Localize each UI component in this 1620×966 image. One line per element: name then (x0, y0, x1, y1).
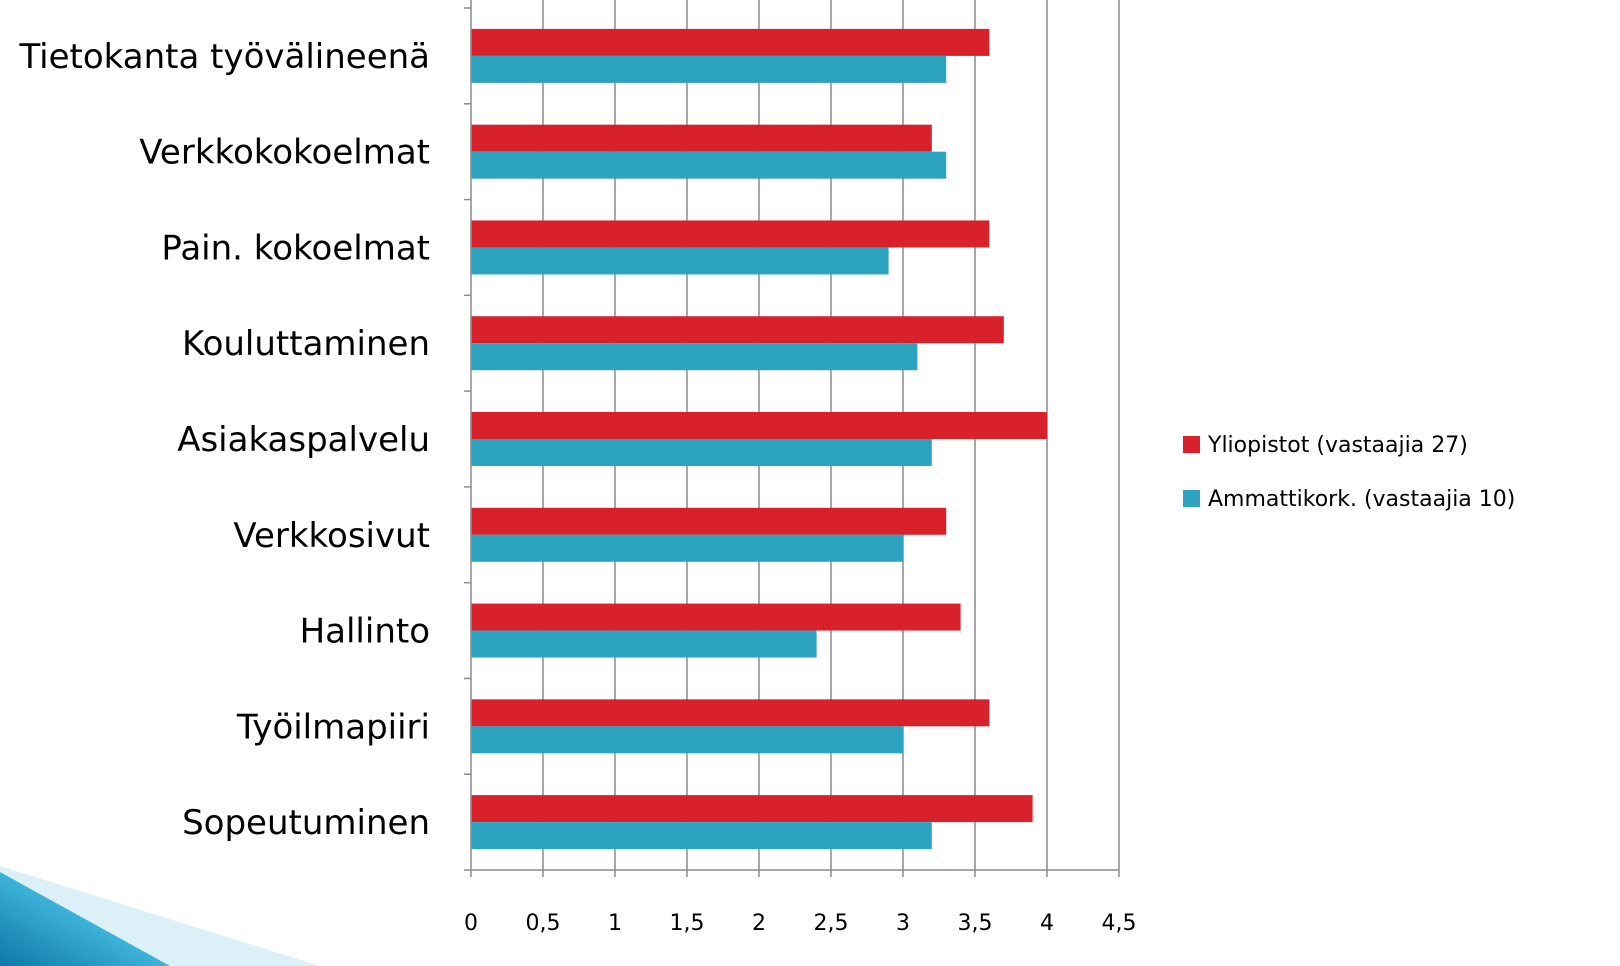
x-tick-label: 0 (464, 911, 478, 936)
x-tick-label: 1,5 (670, 911, 705, 936)
category-label: Hallinto (300, 612, 430, 652)
x-tick-label: 0,5 (526, 911, 561, 936)
legend: Yliopistot (vastaajia 27) Ammattikork. (v… (1183, 433, 1515, 512)
legend-swatch (1183, 436, 1200, 453)
category-labels: Tietokanta työvälineenä Verkkokokoelmat Pa… (18, 37, 430, 843)
bar-ammattikork-6 (471, 630, 817, 658)
corner-decoration (0, 866, 320, 966)
bar-ammattikork-4 (471, 439, 932, 466)
x-tick-label: 3,5 (958, 911, 993, 936)
x-tick-label: 1 (608, 911, 622, 936)
x-tick-labels: 0 0,5 1 1,5 2 2,5 3 3,5 4 4,5 (464, 911, 1137, 936)
bar-ammattikork-5 (471, 534, 903, 562)
category-label: Pain. kokoelmat (161, 228, 430, 268)
category-label: Sopeutuminen (182, 803, 430, 843)
x-tick-label: 4,5 (1102, 911, 1137, 936)
bar-yliopistot-5 (471, 507, 947, 535)
category-label: Asiakaspalvelu (177, 420, 430, 460)
corner-dark-shape (0, 872, 170, 966)
category-label: Työilmapiiri (236, 707, 430, 747)
category-label: Verkkosivut (233, 516, 430, 556)
bar-yliopistot-3 (471, 316, 1004, 344)
legend-label: Yliopistot (vastaajia 27) (1207, 433, 1468, 458)
x-tick-label: 3 (896, 911, 910, 936)
bar-yliopistot-6 (471, 603, 961, 631)
x-tick-label: 4 (1040, 911, 1054, 936)
bar-yliopistot-7 (471, 699, 990, 727)
bar-ammattikork-3 (471, 343, 918, 371)
bar-ammattikork-1 (471, 151, 947, 179)
bar-ammattikork-7 (471, 726, 903, 754)
bar-ammattikork-0 (471, 55, 947, 83)
category-label: Kouluttaminen (182, 324, 430, 364)
x-tick-label: 2,5 (814, 911, 849, 936)
bar-yliopistot-0 (471, 28, 990, 56)
bars (471, 28, 1047, 850)
bar-yliopistot-8 (471, 795, 1033, 823)
axes (464, 0, 1120, 877)
bar-yliopistot-1 (471, 124, 932, 152)
bar-yliopistot-2 (471, 220, 990, 248)
category-label: Tietokanta työvälineenä (18, 37, 430, 77)
x-tick-label: 2 (752, 911, 766, 936)
legend-label: Ammattikork. (vastaajia 10) (1208, 487, 1515, 512)
category-label: Verkkokokoelmat (139, 133, 430, 173)
bar-ammattikork-8 (471, 822, 932, 850)
bar-yliopistot-4 (471, 412, 1047, 439)
bar-ammattikork-2 (471, 247, 889, 275)
legend-swatch (1183, 490, 1200, 507)
